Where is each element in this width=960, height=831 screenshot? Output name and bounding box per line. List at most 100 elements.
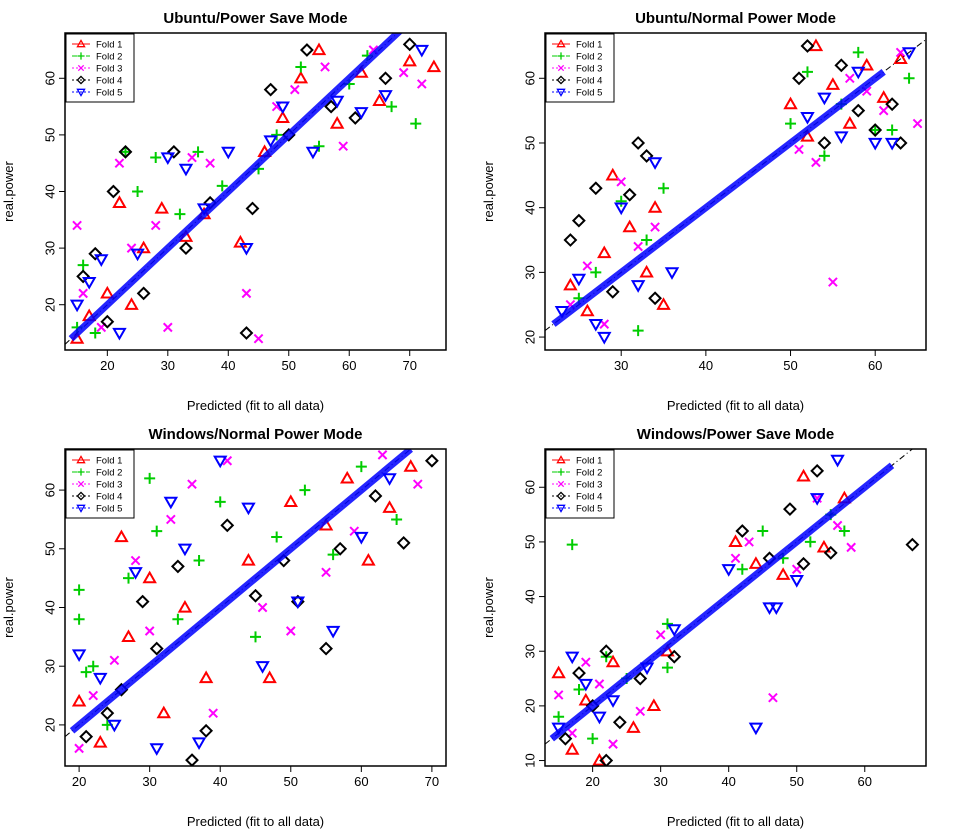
- data-point: [338, 141, 349, 152]
- data-point: [149, 641, 164, 656]
- data-point: [730, 553, 741, 564]
- legend-label: Fold 4: [96, 492, 122, 503]
- data-point: [650, 222, 660, 232]
- data-point: [77, 259, 89, 271]
- data-point: [198, 670, 214, 684]
- x-tick-label: 20: [585, 774, 599, 789]
- fitted-band: [549, 462, 895, 742]
- chart-title: Ubuntu/Normal Power Mode: [635, 10, 836, 27]
- legend-marker: [77, 64, 85, 72]
- legend-marker: [76, 75, 86, 85]
- data-point: [825, 77, 841, 90]
- legend-marker: [77, 468, 85, 476]
- series-5: [69, 44, 430, 341]
- data-point: [851, 66, 866, 80]
- data-point: [114, 529, 129, 543]
- data-point: [136, 286, 151, 301]
- data-point: [100, 285, 115, 299]
- scatter-panel-2: Ubuntu/Normal Power Mode 30 40 50 60 20 30 40 50…: [481, 10, 927, 413]
- y-tick-label: 50: [522, 136, 537, 150]
- plot-frame: [544, 32, 927, 351]
- data-point: [257, 602, 268, 613]
- data-point: [566, 539, 578, 551]
- data-point: [414, 44, 430, 58]
- data-point: [69, 299, 85, 313]
- data-point: [150, 220, 161, 231]
- data-point: [329, 95, 345, 109]
- data-point: [800, 39, 815, 53]
- data-point: [571, 213, 586, 228]
- data-point: [241, 288, 252, 299]
- data-point: [136, 240, 151, 254]
- data-point: [178, 163, 194, 177]
- data-point: [622, 219, 637, 233]
- data-point: [748, 556, 764, 569]
- plot-area: [545, 449, 920, 766]
- y-tick-label: 60: [42, 71, 57, 85]
- legend-label: Fold 5: [576, 504, 602, 515]
- data-point: [846, 542, 856, 553]
- data-point: [321, 567, 331, 578]
- data-point: [106, 184, 121, 199]
- data-point: [355, 461, 367, 473]
- data-point: [118, 144, 133, 159]
- data-point: [582, 261, 593, 271]
- data-point: [783, 502, 797, 517]
- data-point: [796, 468, 811, 482]
- data-point: [398, 67, 409, 78]
- data-point: [275, 101, 290, 115]
- data-point: [88, 690, 99, 701]
- data-point: [130, 555, 141, 566]
- series-4: [558, 463, 920, 766]
- data-point: [804, 536, 816, 548]
- y-tick-label: 20: [522, 699, 537, 713]
- data-point: [838, 525, 850, 537]
- legend-label: Fold 1: [576, 40, 602, 51]
- data-point: [319, 641, 333, 656]
- series-2: [73, 461, 403, 731]
- data-point: [588, 318, 604, 332]
- legend-marker: [76, 455, 86, 464]
- data-point: [558, 731, 573, 746]
- data-point: [912, 118, 923, 129]
- data-point: [107, 719, 122, 733]
- data-point: [878, 105, 889, 116]
- data-point: [324, 99, 339, 114]
- data-point: [592, 711, 607, 725]
- data-point: [177, 599, 193, 613]
- data-point: [842, 116, 858, 129]
- data-point: [661, 662, 673, 674]
- data-point: [79, 729, 94, 744]
- data-point: [626, 720, 641, 733]
- data-point: [123, 572, 134, 584]
- data-point: [402, 53, 417, 67]
- data-point: [757, 525, 769, 537]
- data-point: [769, 602, 784, 616]
- data-point: [810, 463, 825, 478]
- series-3: [565, 47, 923, 329]
- data-point: [811, 157, 821, 168]
- data-point: [578, 678, 594, 692]
- data-point: [233, 234, 248, 248]
- legend-marker: [76, 88, 86, 97]
- data-point: [89, 327, 101, 339]
- data-point: [144, 472, 156, 484]
- data-point: [377, 450, 388, 460]
- data-point: [73, 584, 85, 596]
- x-tick-label: 70: [425, 774, 439, 789]
- data-point: [166, 514, 176, 525]
- data-point: [553, 690, 564, 700]
- data-point: [783, 96, 798, 110]
- data-point: [613, 202, 629, 216]
- data-point: [299, 43, 314, 57]
- y-tick-label: 50: [42, 128, 57, 142]
- data-point: [648, 291, 662, 306]
- x-tick-label: 40: [721, 774, 735, 789]
- data-point: [800, 111, 815, 125]
- data-point: [94, 254, 109, 267]
- legend-marker: [556, 75, 566, 85]
- data-point: [817, 136, 832, 150]
